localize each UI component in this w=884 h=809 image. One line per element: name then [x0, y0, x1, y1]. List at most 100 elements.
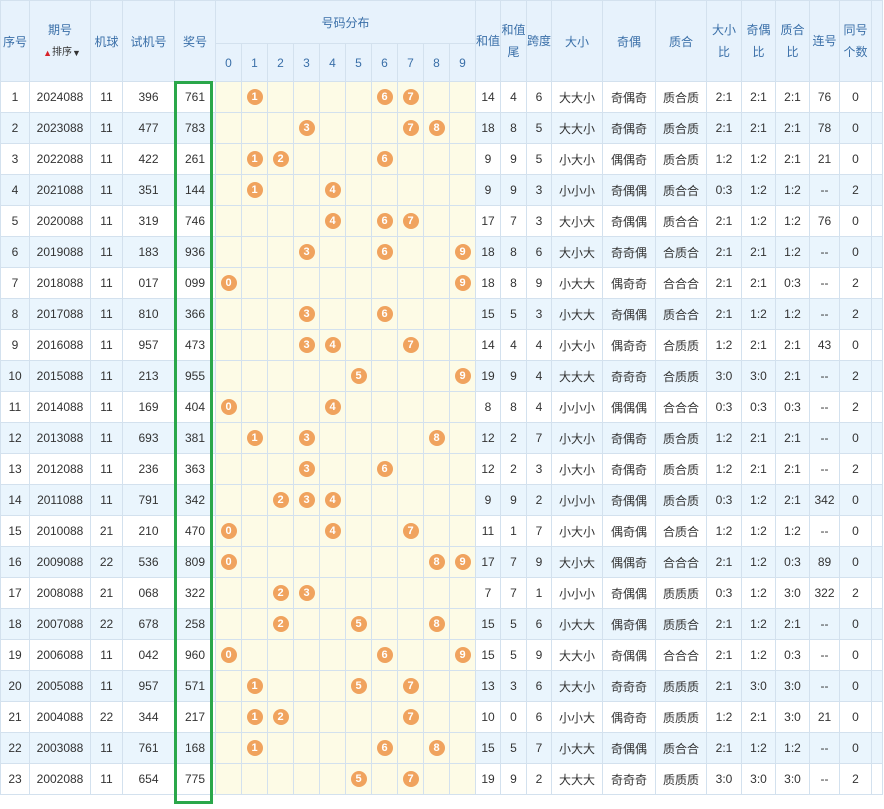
cell-digit-0	[215, 298, 242, 330]
cell-digit-6: 6	[371, 298, 398, 330]
cell-pc-ratio: 1:2	[775, 174, 810, 206]
cell-digit-7	[397, 143, 424, 175]
cell-odd-even: 奇偶奇	[602, 112, 656, 144]
cell-digit-9	[449, 112, 476, 144]
header-digit-3: 3	[293, 43, 320, 82]
cell-bs-ratio: 2:1	[706, 298, 742, 330]
cell-same-count: 0	[839, 670, 872, 702]
digit-ball: 3	[298, 337, 315, 353]
cell-digit-1: 1	[241, 732, 268, 764]
cell-spacer	[871, 422, 883, 454]
cell-issue: 2023088	[29, 112, 91, 144]
cell-issue: 2020088	[29, 205, 91, 237]
header-same-count: 同号个数	[839, 0, 872, 82]
header-seq: 序号	[0, 0, 30, 82]
cell-consecutive: --	[809, 360, 840, 392]
digit-ball: 9	[454, 368, 471, 384]
cell-consecutive: 21	[809, 701, 840, 733]
cell-digit-7: 7	[397, 81, 424, 113]
cell-odd-even: 偶偶奇	[602, 143, 656, 175]
cell-prime-comp: 合质合	[655, 515, 707, 547]
cell-bs-ratio: 1:2	[706, 515, 742, 547]
cell-oe-ratio: 2:1	[741, 81, 776, 113]
cell-issue: 2005088	[29, 670, 91, 702]
cell-digit-2	[267, 391, 294, 423]
cell-sum: 18	[475, 236, 501, 268]
cell-prize: 470	[174, 515, 216, 547]
cell-prime-comp: 质质合	[655, 608, 707, 640]
cell-spacer	[871, 546, 883, 578]
sort-toggle[interactable]: ▲ 排序 ▼	[43, 42, 81, 64]
cell-digit-5	[345, 81, 372, 113]
cell-digit-3	[293, 391, 320, 423]
cell-digit-4	[319, 608, 346, 640]
cell-digit-9	[449, 391, 476, 423]
cell-digit-5	[345, 174, 372, 206]
cell-pc-ratio: 1:2	[775, 732, 810, 764]
cell-digit-0: 0	[215, 515, 242, 547]
cell-same-count: 0	[839, 701, 872, 733]
digit-ball: 3	[298, 585, 315, 601]
cell-big-small: 大大小	[551, 112, 603, 144]
cell-oe-ratio: 3:0	[741, 360, 776, 392]
cell-bs-ratio: 1:2	[706, 453, 742, 485]
cell-pc-ratio: 3:0	[775, 701, 810, 733]
cell-span: 7	[526, 422, 552, 454]
cell-pc-ratio: 0:3	[775, 267, 810, 299]
cell-test-num: 068	[122, 577, 175, 609]
cell-digit-9	[449, 515, 476, 547]
cell-machine: 11	[90, 298, 123, 330]
cell-sum: 15	[475, 608, 501, 640]
cell-pc-ratio: 2:1	[775, 329, 810, 361]
cell-issue: 2007088	[29, 608, 91, 640]
cell-sum: 18	[475, 267, 501, 299]
cell-digit-9: 9	[449, 360, 476, 392]
cell-digit-1	[241, 763, 268, 795]
cell-prime-comp: 质合合	[655, 205, 707, 237]
cell-big-small: 小大小	[551, 143, 603, 175]
cell-digit-6	[371, 546, 398, 578]
cell-digit-2	[267, 174, 294, 206]
digit-ball: 4	[324, 337, 341, 353]
cell-digit-5	[345, 732, 372, 764]
cell-consecutive: --	[809, 236, 840, 268]
cell-span: 7	[526, 515, 552, 547]
cell-digit-2	[267, 267, 294, 299]
cell-spacer	[871, 453, 883, 485]
cell-issue: 2016088	[29, 329, 91, 361]
digit-ball: 2	[272, 151, 289, 167]
cell-digit-0	[215, 329, 242, 361]
cell-oe-ratio: 1:2	[741, 608, 776, 640]
cell-sum-tail: 7	[500, 577, 527, 609]
cell-digit-2: 2	[267, 577, 294, 609]
cell-digit-8: 8	[423, 112, 450, 144]
cell-digit-8	[423, 701, 450, 733]
cell-digit-4: 4	[319, 174, 346, 206]
cell-digit-5	[345, 639, 372, 671]
cell-sum-tail: 7	[500, 546, 527, 578]
cell-bs-ratio: 2:1	[706, 670, 742, 702]
cell-digit-3	[293, 81, 320, 113]
header-issue[interactable]: 期号 ▲ 排序 ▼	[29, 0, 91, 82]
cell-prime-comp: 质质质	[655, 577, 707, 609]
cell-test-num: 344	[122, 701, 175, 733]
digit-ball: 0	[220, 647, 237, 663]
cell-issue: 2011088	[29, 484, 91, 516]
cell-prime-comp: 质质质	[655, 763, 707, 795]
cell-machine: 22	[90, 608, 123, 640]
cell-prize: 168	[174, 732, 216, 764]
cell-digit-8	[423, 670, 450, 702]
cell-span: 6	[526, 670, 552, 702]
cell-pc-ratio: 2:1	[775, 484, 810, 516]
cell-same-count: 2	[839, 360, 872, 392]
cell-digit-2	[267, 670, 294, 702]
cell-oe-ratio: 3:0	[741, 763, 776, 795]
cell-odd-even: 偶偶偶	[602, 391, 656, 423]
cell-same-count: 0	[839, 484, 872, 516]
cell-digit-0	[215, 236, 242, 268]
cell-test-num: 351	[122, 174, 175, 206]
cell-digit-8: 8	[423, 546, 450, 578]
digit-ball: 6	[376, 244, 393, 260]
cell-digit-9: 9	[449, 236, 476, 268]
